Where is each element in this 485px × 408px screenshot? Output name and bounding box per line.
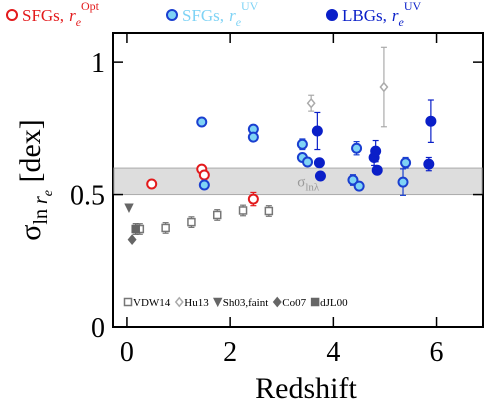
marker	[326, 9, 338, 21]
marker	[198, 179, 210, 191]
marker	[353, 180, 365, 192]
y-axis-label-sub: ln	[30, 204, 52, 225]
y-axis-label-symbol: σ	[14, 225, 47, 241]
marker	[310, 297, 320, 307]
marker	[212, 210, 222, 220]
legend-sup: UV	[241, 0, 259, 13]
x-tick-label: 2	[223, 337, 237, 368]
legend-label: SFGs, re UV	[182, 0, 259, 29]
x-axis-label: Redshift	[255, 372, 357, 405]
legend-symbol: r	[392, 6, 399, 25]
marker	[196, 116, 208, 128]
marker	[198, 169, 210, 181]
marker	[425, 115, 437, 127]
marker	[123, 297, 133, 307]
marker	[6, 9, 18, 21]
scatter-band	[113, 167, 483, 196]
marker	[313, 157, 325, 169]
marker	[247, 131, 259, 143]
legend-name: LBGs,	[342, 6, 387, 25]
legend-sub: e	[399, 15, 405, 29]
x-tick-label: 0	[120, 337, 134, 368]
y-tick-label: 0	[91, 313, 105, 344]
marker	[213, 297, 223, 308]
marker	[161, 223, 170, 233]
marker	[146, 178, 158, 190]
legend-label: Co07	[282, 297, 306, 309]
marker	[400, 157, 412, 169]
band-label: σlnλ	[297, 175, 320, 194]
marker	[124, 203, 134, 213]
marker	[187, 217, 196, 227]
marker	[166, 9, 178, 21]
legend-label: Sh03,faint	[223, 297, 269, 309]
plot-frame	[112, 32, 484, 328]
x-tick-label: 4	[326, 337, 340, 368]
marker	[238, 206, 248, 215]
marker	[370, 145, 382, 157]
marker	[131, 224, 140, 234]
marker	[397, 176, 409, 188]
legend-sub: e	[76, 15, 82, 29]
marker	[247, 193, 259, 205]
marker	[264, 206, 274, 216]
marker	[423, 158, 435, 170]
marker	[371, 164, 383, 176]
y-axis-label-sub-sub: e	[41, 190, 56, 196]
legend-label: dJL00	[320, 297, 348, 309]
marker	[379, 81, 389, 93]
marker	[311, 125, 323, 137]
y-tick-label: 0.5	[70, 181, 105, 212]
legend-name: SFGs,	[182, 6, 224, 25]
y-axis-label: σln re [dex]	[14, 119, 56, 241]
marker	[174, 296, 184, 308]
band-label-sub: lnλ	[305, 182, 320, 194]
marker	[296, 138, 308, 150]
marker	[347, 174, 359, 186]
x-tick-label: 6	[430, 337, 444, 368]
legend-sup: UV	[404, 0, 422, 13]
marker	[351, 142, 363, 154]
y-axis-label-unit: [dex]	[14, 119, 47, 190]
legend-name: SFGs,	[22, 6, 64, 25]
marker	[302, 156, 314, 168]
legend-sup: Opt	[81, 0, 100, 13]
legend-sub: e	[236, 15, 242, 29]
marker	[127, 234, 137, 245]
legend-label: LBGs, re UV	[342, 0, 421, 29]
legend-label: VDW14	[133, 297, 171, 309]
legend-label: Hu13	[184, 297, 209, 309]
y-axis-label-sub-symbol: r	[30, 196, 52, 204]
marker	[306, 97, 316, 109]
band-label-symbol: σ	[297, 175, 305, 191]
marker	[272, 296, 282, 308]
legend-symbol: r	[69, 6, 76, 25]
marker	[314, 170, 326, 182]
y-tick-label: 1	[91, 48, 105, 79]
legend-label: SFGs, re Opt	[22, 0, 100, 29]
legend-symbol: r	[229, 6, 236, 25]
